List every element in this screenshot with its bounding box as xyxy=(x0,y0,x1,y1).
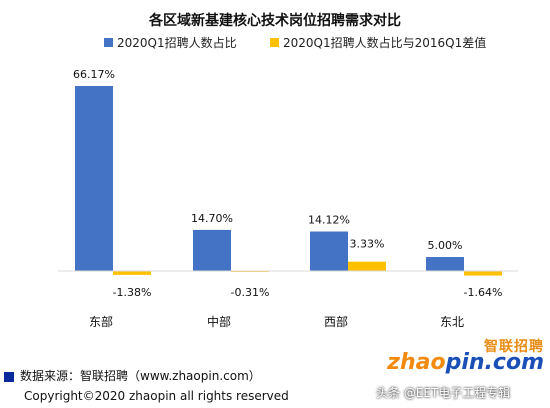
bar-1-0 xyxy=(193,229,231,271)
legend-label-1: 2020Q1招聘人数占比与2016Q1差值 xyxy=(283,35,486,50)
chart-legend: 2020Q1招聘人数占比 2020Q1招聘人数占比与2016Q1差值 xyxy=(104,35,486,50)
footer-marker xyxy=(4,372,14,382)
chart-title: 各区域新基建核心技术岗位招聘需求对比 xyxy=(148,12,401,29)
x-tick-2: 西部 xyxy=(324,314,348,329)
bar-3-0 xyxy=(426,257,464,271)
watermark-text: 头条 @EET电子工程专辑 xyxy=(376,386,511,400)
bars-group xyxy=(75,86,502,276)
data-labels-group: 66.17% -1.38% 14.70% -0.31% 14.12%3.33% 5.00%… xyxy=(73,68,502,299)
data-label-0-0: 66.17% xyxy=(73,68,115,81)
bar-2-1 xyxy=(348,261,386,271)
legend-label-0: 2020Q1招聘人数占比 xyxy=(117,35,237,50)
data-label-3-1: -1.64% xyxy=(464,286,503,299)
data-label-2-1: 3.33% xyxy=(350,238,385,251)
data-label-3-0: 5.00% xyxy=(428,239,463,252)
logo-en-text: zhaopin.com xyxy=(387,350,544,375)
x-tick-labels: 东部 中部 西部 东北 xyxy=(89,314,464,329)
bar-0-0 xyxy=(75,86,113,271)
zhaopin-logo: 智联招聘 zhaopin.com xyxy=(387,336,544,376)
bar-3-1 xyxy=(464,271,502,276)
data-label-0-1: -1.38% xyxy=(113,286,152,299)
legend-swatch-1 xyxy=(270,38,279,47)
logo-en-right: pin.com xyxy=(445,350,544,375)
data-label-1-0: 14.70% xyxy=(191,212,233,225)
data-source-text: 数据来源：智联招聘（www.zhaopin.com） xyxy=(20,369,261,383)
data-label-2-0: 14.12% xyxy=(308,214,350,227)
x-tick-3: 东北 xyxy=(440,315,464,329)
legend-swatch-0 xyxy=(104,38,113,47)
logo-en-left: zhao xyxy=(387,350,446,375)
copyright-text: Copyright©2020 zhaopin all rights reserv… xyxy=(24,389,289,403)
logo-cn-text: 智联招聘 xyxy=(484,339,544,355)
bar-2-0 xyxy=(310,231,348,271)
bar-chart: 各区域新基建核心技术岗位招聘需求对比 2020Q1招聘人数占比 2020Q1招聘人… xyxy=(58,12,518,329)
bar-0-1 xyxy=(113,271,151,275)
x-tick-0: 东部 xyxy=(89,314,113,329)
data-label-1-1: -0.31% xyxy=(231,286,270,299)
x-tick-1: 中部 xyxy=(207,314,231,329)
